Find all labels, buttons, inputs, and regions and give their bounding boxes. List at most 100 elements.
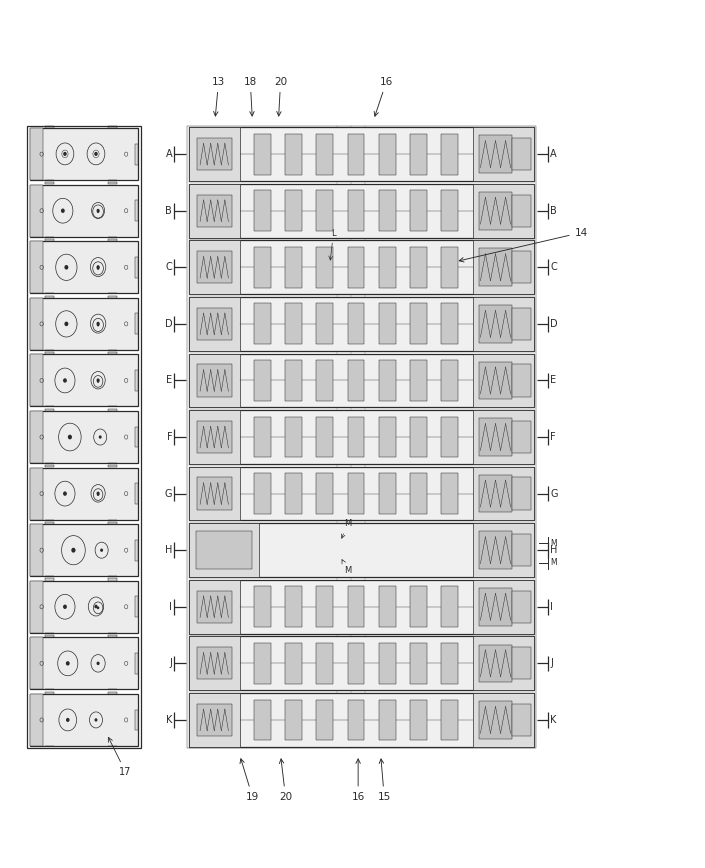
Text: 20: 20 (279, 759, 292, 802)
Bar (189, 523, 534, 577)
Bar (479, 135, 513, 173)
Text: 15: 15 (378, 759, 391, 802)
Bar (479, 531, 513, 569)
Circle shape (97, 209, 99, 212)
Bar (379, 134, 396, 174)
Circle shape (65, 266, 68, 269)
Bar (441, 247, 458, 287)
Bar (441, 190, 458, 231)
Bar (472, 636, 534, 690)
Bar (30, 637, 43, 689)
Bar (441, 134, 458, 174)
Circle shape (99, 436, 101, 438)
Bar (189, 411, 240, 464)
Circle shape (63, 492, 66, 495)
Bar (479, 588, 513, 626)
Bar (30, 468, 138, 520)
Bar (317, 134, 333, 174)
Bar (197, 704, 232, 736)
Bar (30, 524, 138, 576)
Bar (197, 365, 232, 397)
Bar (513, 704, 531, 736)
Circle shape (97, 323, 99, 325)
Bar (254, 700, 271, 740)
Bar (30, 298, 43, 350)
Bar (441, 360, 458, 401)
Text: M: M (551, 558, 557, 567)
Text: 19: 19 (240, 759, 259, 802)
Text: L: L (329, 228, 336, 260)
Bar (30, 128, 43, 181)
Text: 13: 13 (212, 76, 225, 116)
Bar (513, 308, 531, 340)
Bar (441, 587, 458, 628)
Bar (189, 128, 534, 181)
Bar (513, 251, 531, 284)
Circle shape (61, 209, 64, 212)
Bar (479, 418, 513, 456)
Bar (30, 411, 138, 463)
Bar (472, 184, 534, 238)
Bar (410, 473, 427, 514)
Bar (30, 185, 138, 237)
Bar (317, 643, 333, 684)
Bar (197, 308, 232, 340)
Bar (189, 184, 240, 238)
Circle shape (97, 267, 99, 269)
Bar (254, 134, 271, 174)
Bar (30, 411, 43, 463)
Bar (348, 700, 364, 740)
Bar (108, 465, 117, 467)
Bar (379, 473, 396, 514)
Circle shape (95, 153, 97, 155)
Bar (441, 304, 458, 345)
Bar (189, 240, 534, 294)
Bar (379, 587, 396, 628)
Bar (317, 417, 333, 457)
Bar (254, 587, 271, 628)
Bar (45, 465, 54, 467)
Bar (254, 304, 271, 345)
Text: J: J (169, 658, 172, 668)
Bar (108, 352, 117, 354)
Circle shape (97, 324, 99, 326)
Bar (286, 417, 302, 457)
Bar (135, 144, 138, 165)
Bar (27, 126, 141, 748)
Bar (254, 643, 271, 684)
Bar (441, 643, 458, 684)
Text: B: B (551, 206, 557, 216)
Bar (348, 190, 364, 231)
Bar (286, 587, 302, 628)
Bar (189, 128, 240, 181)
Bar (410, 360, 427, 401)
Bar (410, 190, 427, 231)
Bar (513, 648, 531, 680)
Bar (45, 635, 54, 637)
Bar (286, 134, 302, 174)
Bar (513, 138, 531, 170)
Bar (479, 192, 513, 229)
Bar (254, 473, 271, 514)
Text: M: M (551, 539, 557, 548)
Bar (479, 305, 513, 343)
Text: H: H (165, 545, 172, 556)
Circle shape (68, 436, 71, 438)
Bar (189, 297, 534, 351)
Circle shape (97, 211, 99, 213)
Bar (472, 128, 534, 181)
Text: M: M (342, 560, 351, 575)
Bar (197, 590, 232, 623)
Bar (410, 304, 427, 345)
Bar (30, 128, 138, 181)
Text: E: E (551, 376, 556, 385)
Bar (196, 531, 252, 569)
Bar (189, 467, 240, 521)
Bar (108, 635, 117, 637)
Circle shape (101, 549, 102, 551)
Bar (45, 352, 54, 354)
Text: 16: 16 (352, 759, 364, 802)
Text: 18: 18 (244, 76, 257, 116)
Bar (317, 190, 333, 231)
Bar (135, 370, 138, 391)
